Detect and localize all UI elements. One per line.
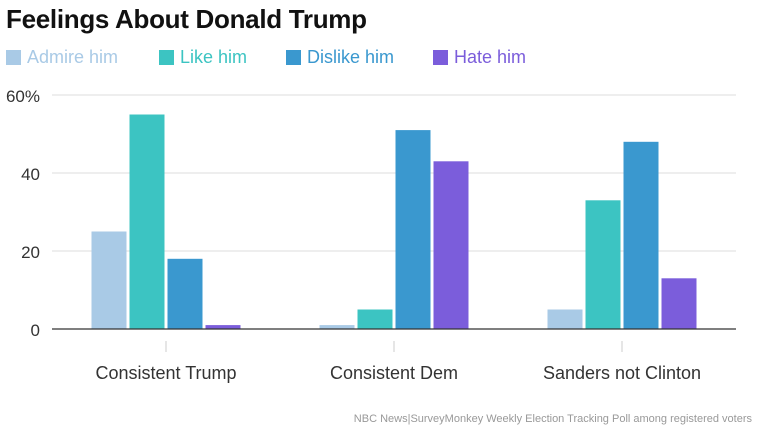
source-note: NBC News|SurveyMonkey Weekly Election Tr… xyxy=(353,413,752,425)
x-tick-label: Consistent Trump xyxy=(95,363,236,383)
legend-item-like: Like him xyxy=(159,47,286,68)
legend-label-admire: Admire him xyxy=(27,46,119,67)
bar xyxy=(167,258,203,329)
bar xyxy=(395,130,431,329)
bar xyxy=(585,200,621,329)
bar xyxy=(433,161,469,329)
x-tick-label: Consistent Dem xyxy=(330,363,458,383)
bar xyxy=(357,309,393,329)
legend-label-hate: Hate him xyxy=(454,46,527,67)
bar xyxy=(91,231,127,329)
legend-swatch-hate xyxy=(433,49,448,65)
x-tick-label: Sanders not Clinton xyxy=(543,363,701,383)
legend-item-admire: Admire him xyxy=(6,47,159,68)
y-tick-label: 60% xyxy=(6,87,40,106)
legend-item-dislike: Dislike him xyxy=(286,47,433,68)
legend-swatch-like xyxy=(159,49,174,65)
legend-swatch-dislike xyxy=(286,49,301,65)
bar xyxy=(205,325,241,329)
y-tick-label: 40 xyxy=(21,165,40,184)
bar xyxy=(661,278,697,329)
chart-title: Feelings About Donald Trump xyxy=(6,4,367,34)
chart-legend: Admire him Like him Dislike him Hate him xyxy=(6,46,526,68)
bar xyxy=(129,114,165,329)
bar xyxy=(623,141,659,329)
y-tick-label: 0 xyxy=(31,321,40,340)
bar xyxy=(547,309,583,329)
legend-item-hate: Hate him xyxy=(433,47,526,68)
legend-swatch-admire xyxy=(6,49,21,65)
legend-label-dislike: Dislike him xyxy=(307,46,395,67)
bar xyxy=(319,325,355,329)
legend-label-like: Like him xyxy=(180,46,248,67)
y-tick-label: 20 xyxy=(21,243,40,262)
